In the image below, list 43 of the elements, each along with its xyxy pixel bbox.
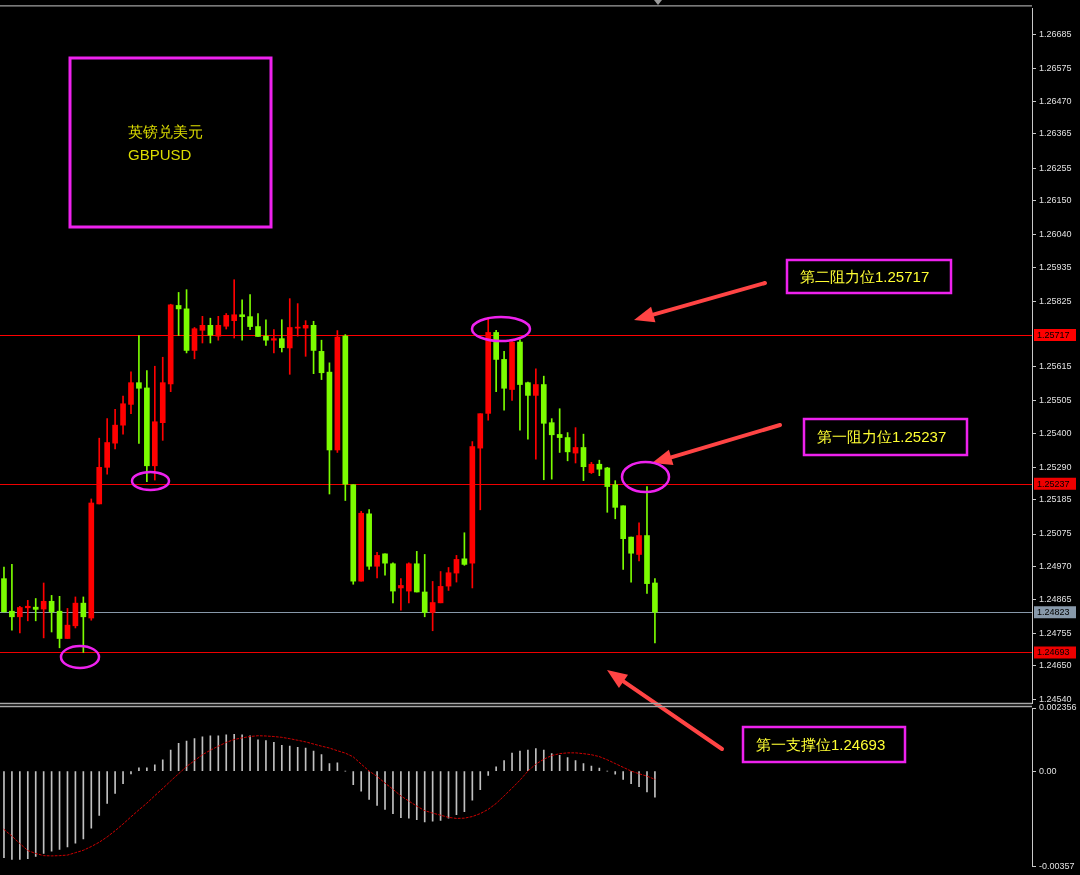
candlestick <box>136 335 142 444</box>
ref-line-label: 1.24823 <box>1037 607 1070 618</box>
y-tick-label: 1.26255 <box>1039 162 1072 173</box>
y-tick-label: 1.26040 <box>1039 229 1072 240</box>
candlestick <box>398 578 404 611</box>
candlestick <box>32 598 39 622</box>
candlestick <box>525 381 531 440</box>
text: GBPUSD <box>128 146 192 164</box>
y-tick-label: 1.24865 <box>1039 593 1072 604</box>
annotation: 第一阻力位1.25237 <box>817 428 947 446</box>
candlestick <box>9 564 15 631</box>
y-tick-label: 1.26470 <box>1039 95 1072 106</box>
y-tick-label: 0.00 <box>1039 765 1057 776</box>
candlestick <box>239 299 245 341</box>
y-tick-label: 0.002356 <box>1039 702 1077 713</box>
candlestick <box>24 600 31 622</box>
y-tick-label: 1.26575 <box>1039 63 1072 74</box>
text: 英镑兑美元 <box>128 123 203 141</box>
y-tick-label: 1.25075 <box>1039 528 1072 539</box>
y-tick-label: 1.24540 <box>1039 694 1072 705</box>
y-tick-label: 1.24755 <box>1039 627 1072 638</box>
y-tick-label: 1.24970 <box>1039 561 1072 572</box>
candlestick <box>533 368 539 460</box>
ref-line-label: 1.25237 <box>1037 478 1070 489</box>
candlestick <box>548 418 555 480</box>
y-tick-label: 1.25935 <box>1039 261 1072 272</box>
ref-line-label: 1.24693 <box>1037 647 1070 658</box>
annotation: 第一支撑位1.24693 <box>756 735 886 753</box>
ref-line-label: 1.25717 <box>1037 329 1070 340</box>
candlestick <box>263 319 269 346</box>
y-tick-label: 1.26365 <box>1039 128 1072 139</box>
y-tick-label: 1.26150 <box>1039 195 1072 206</box>
y-tick-label: 1.24650 <box>1039 660 1072 671</box>
annotation: 第二阻力位1.25717 <box>800 267 930 285</box>
y-tick-label: 1.25290 <box>1039 461 1072 472</box>
y-tick-label: 1.25400 <box>1039 427 1072 438</box>
line-series <box>3 735 656 857</box>
y-tick-label: 1.25185 <box>1039 494 1072 505</box>
y-tick-label: 1.25505 <box>1039 395 1072 406</box>
y-tick-label: 1.25825 <box>1039 295 1072 306</box>
y-tick-label: -0.00357 <box>1039 861 1075 872</box>
y-tick-label: 1.25615 <box>1039 361 1072 372</box>
y-tick-label: 1.26685 <box>1039 29 1072 40</box>
